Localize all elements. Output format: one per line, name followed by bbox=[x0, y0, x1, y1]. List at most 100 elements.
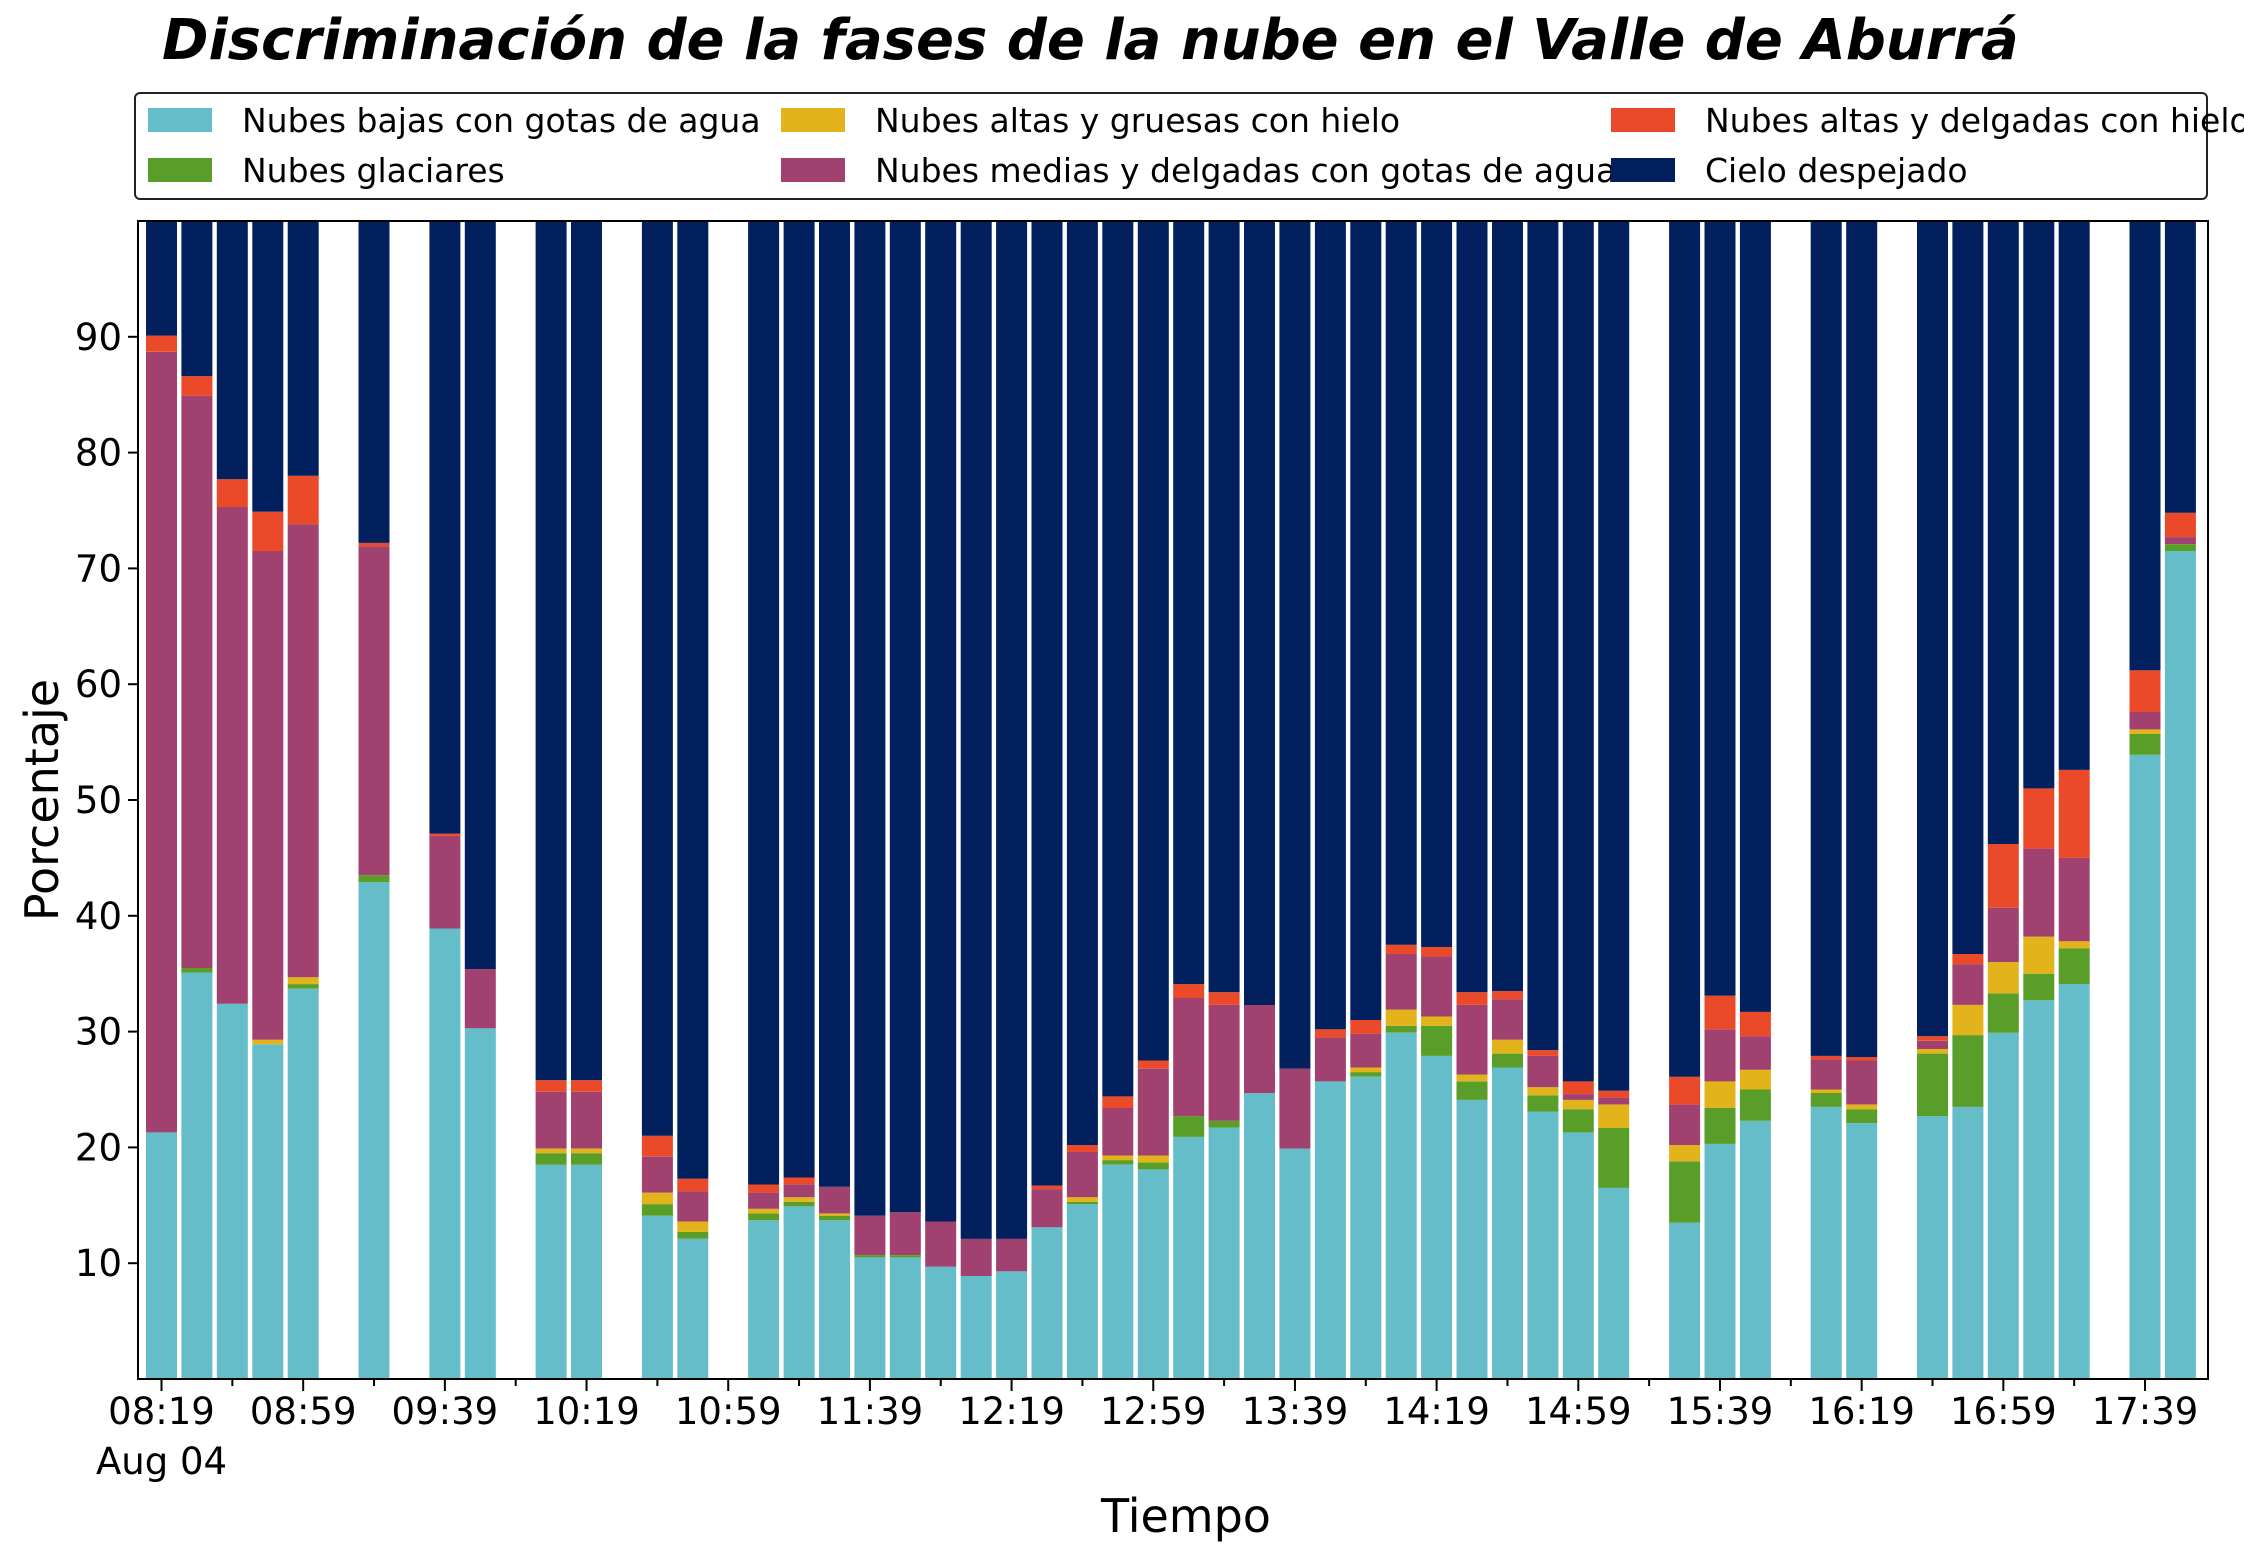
bar-segment bbox=[535, 1148, 567, 1154]
bar-segment bbox=[1598, 1104, 1630, 1128]
bar-segment bbox=[1810, 221, 1842, 1056]
bar-segment bbox=[1066, 1152, 1098, 1198]
bar-segment bbox=[1846, 1057, 1878, 1061]
bar-segment bbox=[1739, 1011, 1771, 1037]
bar-segment bbox=[1456, 221, 1488, 993]
bar-segment bbox=[146, 335, 177, 352]
bar-segment bbox=[1917, 1049, 1948, 1054]
bar-segment bbox=[1527, 1050, 1559, 1056]
bar-segment bbox=[1527, 221, 1559, 1051]
bar-segment bbox=[641, 1192, 673, 1205]
y-tick-label: 40 bbox=[75, 895, 122, 938]
bar-segment bbox=[854, 1255, 886, 1258]
bar-segment bbox=[677, 1238, 709, 1379]
bar-segment bbox=[1350, 221, 1382, 1020]
bar-segment bbox=[181, 972, 213, 1379]
legend-swatch bbox=[781, 158, 845, 182]
bar-segment bbox=[1598, 1090, 1630, 1098]
bar-segment bbox=[464, 969, 496, 1029]
y-tick-label: 20 bbox=[75, 1126, 122, 1169]
bar-segment bbox=[1562, 1099, 1594, 1110]
x-tick-label: 16:59 bbox=[1950, 1390, 2057, 1433]
bar-segment bbox=[748, 1184, 780, 1193]
chart-title: Discriminación de la fases de la nube en… bbox=[162, 8, 2019, 73]
bar-segment bbox=[1350, 1033, 1382, 1068]
bar-segment bbox=[748, 221, 780, 1185]
legend-label: Nubes altas y gruesas con hielo bbox=[875, 100, 1401, 140]
bar-segment bbox=[2129, 670, 2161, 712]
bar-segment bbox=[1066, 1201, 1098, 1205]
bar-segment bbox=[819, 1220, 850, 1379]
bar-segment bbox=[641, 1135, 673, 1157]
bar-segment bbox=[1810, 1089, 1842, 1093]
bar-segment bbox=[535, 221, 567, 1081]
bar-segment bbox=[1598, 221, 1630, 1091]
axes-group: 10 20 30 40 50 60 70 80 90 08:19 08:59 09:39 10:19 10… bbox=[75, 316, 2198, 1483]
bar-segment bbox=[1173, 1137, 1205, 1379]
bar-segment bbox=[1810, 1055, 1842, 1060]
bar-segment bbox=[252, 221, 284, 512]
bar-segment bbox=[783, 221, 815, 1178]
bar-segment bbox=[287, 984, 319, 989]
y-tick-label: 80 bbox=[75, 432, 122, 475]
bar-segment bbox=[287, 524, 319, 978]
bar-segment bbox=[1987, 221, 2019, 844]
x-tick-label: 14:59 bbox=[1525, 1390, 1632, 1433]
bar-segment bbox=[1385, 1025, 1417, 1033]
x-tick-label: 10:19 bbox=[533, 1390, 640, 1433]
bar-segment bbox=[1810, 1093, 1842, 1107]
bar-segment bbox=[2058, 984, 2090, 1379]
x-tick-label: 09:39 bbox=[392, 1390, 499, 1433]
bar-segment bbox=[1244, 1005, 1275, 1093]
bar-segment bbox=[1208, 1005, 1240, 1121]
bar-segment bbox=[1385, 954, 1417, 1010]
bar-segment bbox=[1527, 1087, 1559, 1096]
bar-segment bbox=[1421, 947, 1453, 957]
bar-segment bbox=[1385, 221, 1417, 945]
bar-segment bbox=[1137, 1060, 1169, 1069]
bar-segment bbox=[181, 376, 213, 396]
x-tick-label: 10:59 bbox=[675, 1390, 782, 1433]
bar-segment bbox=[1137, 1162, 1169, 1170]
bar-segment bbox=[1385, 1009, 1417, 1026]
bar-segment bbox=[1066, 1145, 1098, 1152]
bar-segment bbox=[925, 1266, 957, 1379]
x-tick-label: 08:59 bbox=[250, 1390, 357, 1433]
bar-segment bbox=[2058, 857, 2090, 942]
bar-segment bbox=[1031, 1185, 1063, 1190]
bar-segment bbox=[1952, 1035, 1984, 1107]
bar-segment bbox=[1987, 1032, 2019, 1379]
bar-segment bbox=[1456, 1005, 1488, 1075]
bar-segment bbox=[1314, 1029, 1346, 1038]
bar-segment bbox=[571, 1080, 602, 1092]
y-axis-label: Porcentaje bbox=[15, 679, 69, 921]
x-tick-label: 16:19 bbox=[1808, 1390, 1915, 1433]
bar-segment bbox=[1669, 1161, 1701, 1223]
bar-segment bbox=[1279, 1068, 1311, 1149]
x-tick-label: 15:39 bbox=[1667, 1390, 1774, 1433]
y-tick-label: 70 bbox=[75, 547, 122, 590]
legend-swatch bbox=[148, 108, 212, 132]
legend-item: Cielo despejado bbox=[1611, 150, 1968, 190]
bar-segment bbox=[1739, 1089, 1771, 1121]
bar-segment bbox=[2058, 941, 2090, 949]
bar-segment bbox=[1385, 1032, 1417, 1379]
bar-segment bbox=[1066, 1197, 1098, 1202]
y-tick-label: 60 bbox=[75, 663, 122, 706]
bar-segment bbox=[1385, 944, 1417, 955]
x-tick-label: 08:19 bbox=[108, 1390, 215, 1433]
bar-segment bbox=[1846, 221, 1878, 1058]
bar-segment bbox=[819, 221, 850, 1187]
bar-segment bbox=[748, 1208, 780, 1214]
bar-segment bbox=[1846, 1104, 1878, 1110]
bar-segment bbox=[1810, 1106, 1842, 1379]
bar-segment bbox=[1066, 1204, 1098, 1379]
legend: Nubes bajas con gotas de agua Nubes glaci… bbox=[134, 92, 2244, 200]
bar-segment bbox=[358, 875, 390, 883]
bar-segment bbox=[996, 1238, 1028, 1272]
bar-segment bbox=[1527, 1095, 1559, 1112]
bar-segment bbox=[1492, 221, 1523, 992]
legend-label: Nubes altas y delgadas con hielo bbox=[1705, 100, 2244, 140]
bar-segment bbox=[641, 1215, 673, 1379]
legend-swatch bbox=[781, 108, 845, 132]
